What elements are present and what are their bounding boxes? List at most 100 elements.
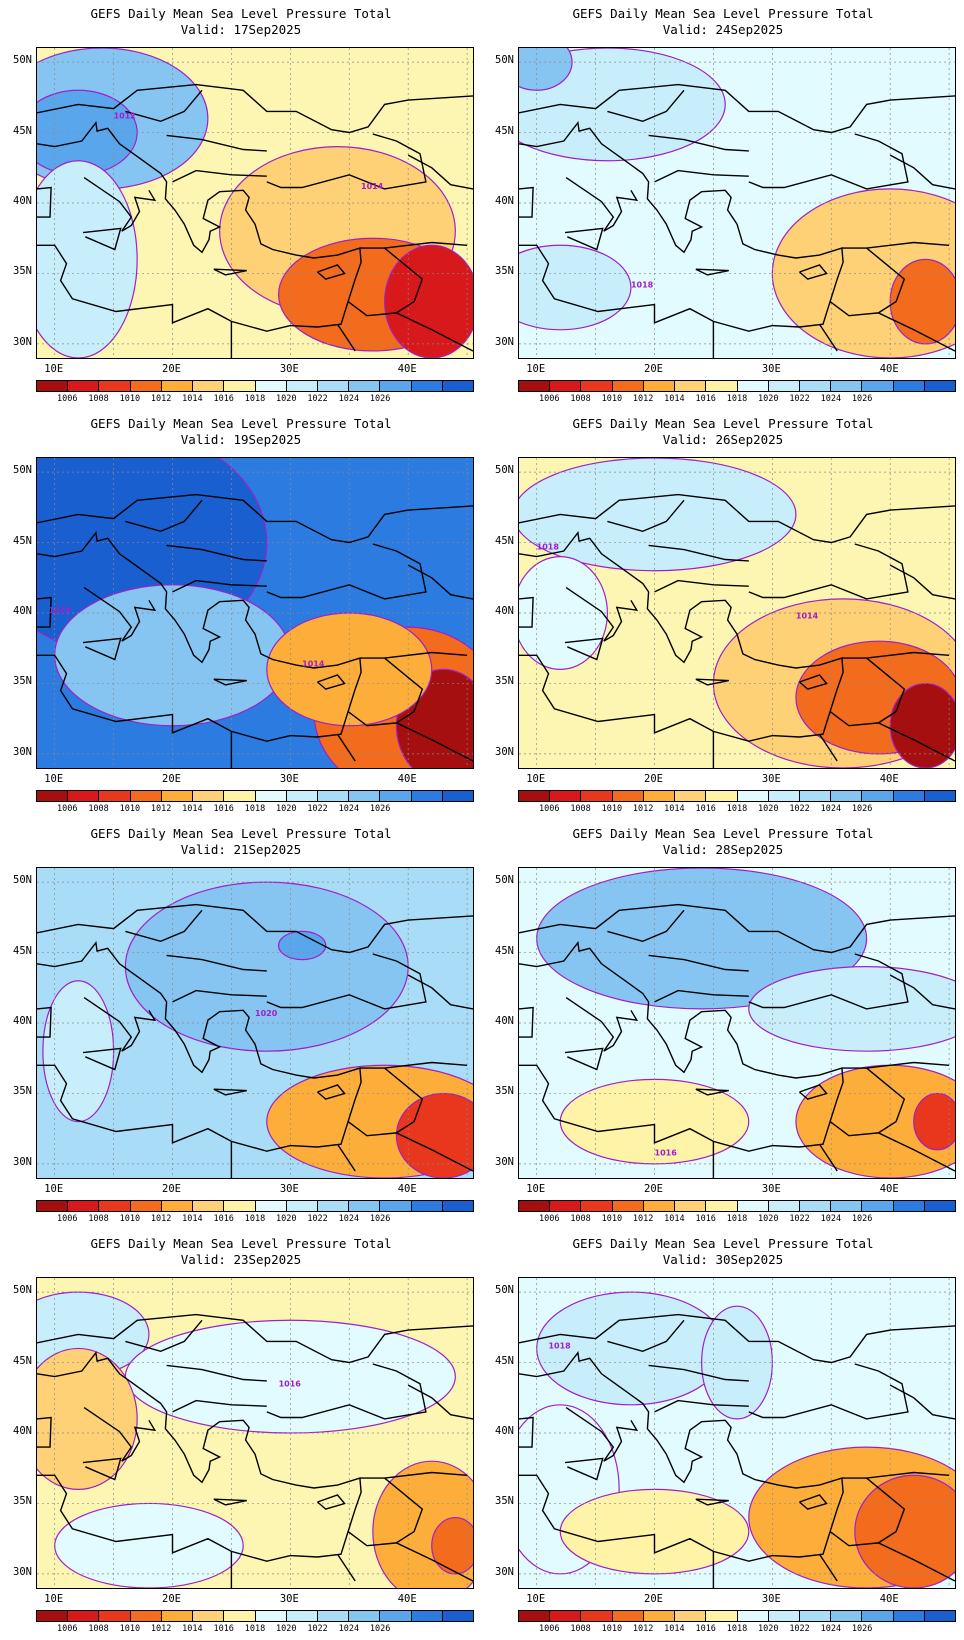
longitude-label: 20E (162, 773, 181, 785)
coastline (37, 83, 473, 134)
panel-valid-date: Valid: 28Sep2025 (662, 842, 784, 857)
coastline (384, 247, 424, 314)
colorbar-swatch (924, 381, 956, 391)
colorbar-label: 1022 (789, 1214, 810, 1224)
pressure-field: 1016 (519, 868, 955, 1178)
latitude-label: 45N (13, 124, 32, 137)
colorbar (518, 1610, 956, 1622)
colorbar-swatch (737, 791, 769, 801)
colorbar-label: 1026 (851, 1624, 873, 1634)
coastline (172, 579, 267, 593)
longitude-label: 40E (879, 363, 899, 375)
pressure-contour-region (384, 244, 473, 358)
coastline (889, 154, 955, 190)
coastline (83, 177, 157, 232)
coastline (519, 1350, 844, 1562)
colorbar (518, 1200, 956, 1212)
colorbar-swatch (737, 381, 769, 391)
colorbar-label: 1008 (88, 394, 109, 404)
latitude-label: 40N (13, 1425, 32, 1437)
colorbar-label: 1024 (338, 804, 360, 814)
coastline (166, 544, 267, 562)
colorbar-swatch (643, 1611, 676, 1621)
coastline (37, 1006, 52, 1038)
colorbar-swatch (255, 1611, 287, 1621)
colorbar-label: 1018 (244, 804, 266, 814)
colorbar-swatch (161, 791, 194, 801)
colorbar-swatch (862, 1611, 894, 1621)
colorbar-swatch (831, 381, 863, 391)
coastline (37, 120, 362, 332)
colorbar-label: 1020 (276, 394, 297, 404)
colorbar-swatch (37, 1611, 69, 1621)
latitude-label: 45N (495, 944, 514, 957)
colorbar-swatch (550, 1611, 582, 1621)
coastline (748, 953, 909, 1010)
coastline (266, 133, 427, 190)
colorbar-label: 1016 (695, 1214, 716, 1224)
latitude-label: 30N (495, 745, 514, 758)
coastline (565, 997, 639, 1052)
colorbar-label: 1014 (664, 394, 685, 404)
colorbar-swatch (768, 381, 800, 391)
colorbar-swatch (799, 791, 832, 801)
colorbar-swatch (442, 791, 474, 801)
colorbar-label: 1016 (695, 804, 716, 814)
colorbar-label: 1024 (820, 1214, 842, 1224)
colorbar-label: 1020 (276, 1214, 297, 1224)
colorbar-swatch (581, 381, 613, 391)
colorbar-label: 1010 (119, 1214, 141, 1224)
colorbar-label: 1024 (820, 394, 842, 404)
colorbar-label: 1014 (182, 394, 203, 404)
colorbar-label: 1008 (88, 1214, 109, 1224)
latitude-label: 35N (495, 1085, 514, 1098)
colorbar-label: 1012 (150, 394, 172, 404)
colorbar-swatch (581, 1611, 613, 1621)
pressure-contour-region (889, 258, 955, 345)
colorbar-label: 1012 (632, 804, 654, 814)
colorbar-label: 1012 (150, 1624, 172, 1634)
longitude-label: 40E (397, 363, 417, 375)
latitude-label: 40N (495, 1015, 514, 1027)
colorbar-swatch (924, 1611, 956, 1621)
coastline (266, 1363, 427, 1420)
coastline (564, 637, 604, 661)
longitude-label: 40E (879, 1183, 899, 1195)
colorbar-swatch (37, 1201, 69, 1211)
coastline (82, 1047, 122, 1071)
colorbar-swatch (161, 1611, 194, 1621)
coastline (866, 247, 906, 314)
colorbar-swatch (286, 1611, 318, 1621)
colorbar-swatch (193, 1201, 225, 1211)
colorbar-swatch (442, 1201, 474, 1211)
pressure-field: 1018 1014 (519, 458, 955, 768)
coastline (799, 1084, 828, 1100)
coastline (519, 186, 534, 218)
colorbar-label: 1008 (570, 1214, 591, 1224)
colorbar-label: 1012 (632, 1624, 654, 1634)
latitude-label: 30N (13, 335, 32, 348)
colorbar (36, 1610, 474, 1622)
colorbar (518, 380, 956, 392)
colorbar-swatch (550, 381, 582, 391)
colorbar-label: 1024 (338, 1214, 360, 1224)
colorbar-label: 1026 (851, 804, 873, 814)
coastline (37, 530, 362, 742)
coastline (519, 1006, 534, 1038)
colorbar-swatch (380, 791, 412, 801)
colorbar-label: 1018 (726, 394, 748, 404)
pressure-field: 1016 (37, 1278, 473, 1588)
coastline (37, 1350, 362, 1562)
contour-label: 1014 (361, 182, 384, 191)
latitude-label: 30N (13, 1565, 32, 1578)
coastline (83, 997, 157, 1052)
colorbar-swatch (550, 1201, 582, 1211)
coastline (266, 543, 427, 600)
coastline (889, 974, 955, 1010)
map-panel-7: GEFS Daily Mean Sea Level Pressure Total… (0, 1230, 482, 1640)
colorbar-label: 1010 (601, 394, 623, 404)
map-panel-3: GEFS Daily Mean Sea Level Pressure Total… (0, 410, 482, 820)
colorbar-label: 1020 (276, 1624, 297, 1634)
longitude-label: 30E (279, 1593, 299, 1605)
contour-label: 1018 (631, 281, 654, 290)
